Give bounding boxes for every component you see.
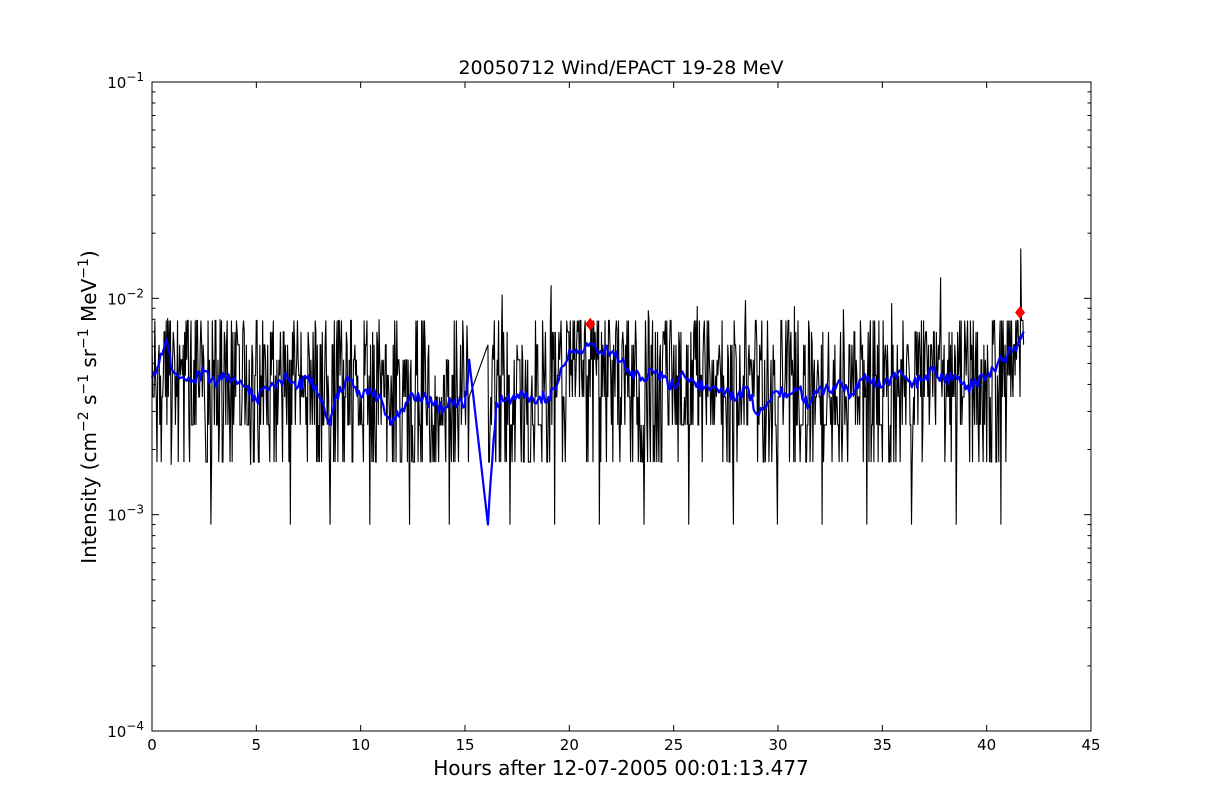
x-tick-label: 5 xyxy=(252,736,262,754)
x-tick-label: 25 xyxy=(664,736,683,754)
x-tick-label: 35 xyxy=(873,736,892,754)
y-tick-label: 10−3 xyxy=(107,503,144,525)
raw-intensity-line xyxy=(151,248,1025,525)
x-tick-label: 10 xyxy=(351,736,370,754)
x-tick-label: 40 xyxy=(977,736,996,754)
plot-frame xyxy=(151,81,1092,732)
onset-marker-2 xyxy=(1015,306,1026,319)
x-tick-label: 45 xyxy=(1081,736,1100,754)
y-tick-label: 10−4 xyxy=(107,719,144,741)
x-tick-label: 15 xyxy=(455,736,474,754)
chart-title: 20050712 Wind/EPACT 19-28 MeV xyxy=(458,57,783,79)
x-tick-label: 20 xyxy=(560,736,579,754)
x-axis-label: Hours after 12-07-2005 00:01:13.477 xyxy=(433,756,809,780)
y-tick-label: 10−2 xyxy=(107,286,144,308)
y-axis-label: Intensity (cm−2 s−1 sr−1 MeV−1) xyxy=(76,250,101,563)
plot-area xyxy=(150,248,1026,526)
axis-ticks: 0 5 10 15 20 25 30 35 40 45 10−4 10−3 10−2 10−1 xyxy=(107,70,1100,754)
x-tick-label: 30 xyxy=(768,736,787,754)
onset-marker-1 xyxy=(585,317,596,331)
smoothed-intensity-line xyxy=(150,330,1025,526)
y-tick-label: 10−1 xyxy=(107,70,144,92)
x-tick-label: 0 xyxy=(147,736,157,754)
